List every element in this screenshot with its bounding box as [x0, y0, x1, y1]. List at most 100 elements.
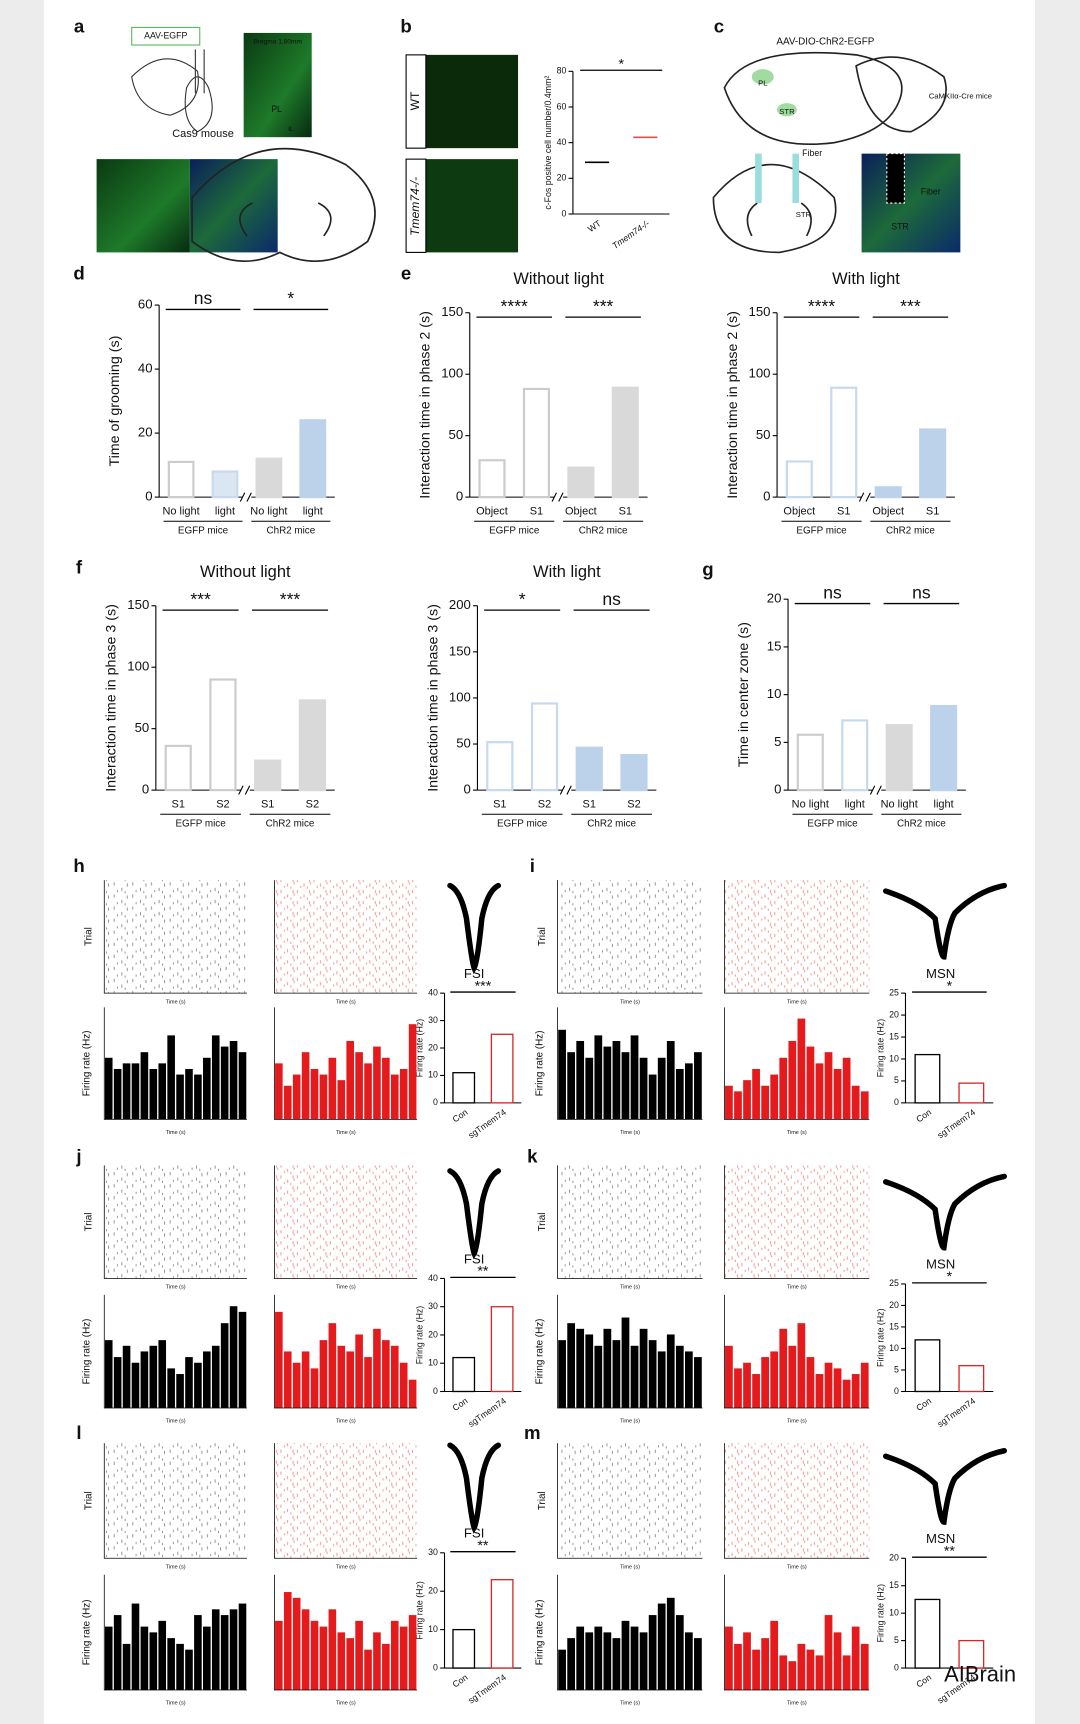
histogram-bar	[567, 1052, 576, 1120]
time-label: Time (s)	[166, 1130, 186, 1136]
significance-label: *	[287, 288, 294, 308]
histogram-bar	[725, 1085, 733, 1120]
x-tick-label: S1	[619, 505, 632, 517]
histogram-bar	[788, 1345, 797, 1408]
x-tick-label: Object	[783, 505, 815, 517]
histogram-bar	[788, 1040, 797, 1120]
histogram-bar	[594, 1035, 603, 1120]
histogram-bar	[734, 1091, 742, 1120]
mouse-label: Cas9 mouse	[172, 128, 234, 140]
time-label: Time (s)	[787, 1701, 807, 1707]
histogram-bar	[603, 1632, 612, 1690]
y-tick-label: 150	[749, 304, 771, 319]
raster	[724, 1165, 870, 1279]
x-tick-label: S1	[261, 798, 274, 810]
panel-letter: k	[527, 1146, 538, 1167]
significance-label: **	[477, 1538, 489, 1554]
significance-label: ns	[194, 288, 213, 308]
time-label: Time (s)	[620, 1701, 640, 1707]
histogram-bar	[779, 1328, 788, 1408]
y-tick-label: 20	[428, 1586, 438, 1596]
raster	[557, 880, 703, 994]
bar	[958, 1365, 985, 1393]
histogram-bar	[113, 1357, 122, 1408]
significance-label: ****	[808, 296, 835, 316]
histogram-bar	[283, 1592, 292, 1690]
significance-label: ***	[900, 296, 921, 316]
y-tick-label: 0	[433, 1386, 438, 1396]
axis-break	[869, 785, 882, 795]
raster-axes	[103, 880, 247, 994]
histogram-bar	[229, 1609, 238, 1690]
histogram-bar	[390, 1620, 399, 1690]
panel-letter: i	[530, 855, 535, 876]
image-ko	[425, 159, 519, 253]
time-label: Time (s)	[336, 1285, 356, 1291]
group-label: EGFP mice	[175, 819, 226, 830]
significance-label: ***	[280, 589, 301, 609]
bar	[299, 419, 327, 499]
histogram-bar	[621, 1317, 630, 1408]
time-label: Time (s)	[787, 1130, 807, 1136]
histogram-bar	[167, 1035, 175, 1120]
histogram-bar	[594, 1345, 603, 1408]
histogram-bar	[851, 1085, 860, 1120]
y-tick-label: 0	[464, 782, 471, 797]
y-tick-label: 10	[889, 1607, 899, 1617]
histogram-bar	[842, 1655, 851, 1690]
time-label: Time (s)	[620, 999, 640, 1005]
histogram-bar	[229, 1306, 238, 1408]
panel-letter: b	[400, 15, 411, 36]
axes	[724, 1574, 870, 1691]
histogram-bar	[355, 1620, 363, 1690]
bar	[914, 1598, 941, 1669]
raster-axes	[274, 1443, 418, 1559]
raster	[274, 880, 418, 994]
raster	[104, 880, 247, 994]
bar	[254, 759, 282, 792]
bar	[167, 460, 195, 499]
trial-label: Trial	[537, 927, 548, 946]
histogram-bar	[860, 1643, 869, 1690]
histogram-bar	[149, 1632, 158, 1690]
x-tick-label: S2	[627, 798, 640, 810]
histogram-bar	[140, 1626, 149, 1690]
axis-break	[562, 786, 572, 794]
histogram-bar	[630, 1035, 639, 1120]
y-tick-label: 40	[138, 361, 153, 376]
bar	[478, 459, 506, 499]
image-fiber	[861, 153, 961, 253]
y-tick-label: 15	[767, 638, 782, 653]
y-tick-label: 20	[557, 173, 567, 183]
panel-letter: d	[73, 262, 84, 283]
significance-label: **	[477, 1264, 489, 1280]
histogram-bar	[203, 1626, 211, 1690]
histogram-bar	[113, 1615, 122, 1690]
histogram-bar	[842, 1379, 851, 1408]
trial-label: Trial	[84, 927, 95, 946]
histogram-bar	[824, 1052, 833, 1120]
significance-label: *	[519, 589, 526, 609]
histogram-bar	[176, 1643, 184, 1690]
y-axis-label: Firing rate (Hz)	[415, 1306, 425, 1365]
y-tick-label: 20	[889, 1300, 899, 1310]
bar	[490, 1306, 514, 1393]
y-tick-label: 200	[449, 597, 471, 612]
y-axis-label: Interaction time in phase 2 (s)	[725, 311, 741, 499]
y-tick-label: 0	[774, 782, 781, 797]
histogram-bar	[743, 1362, 751, 1408]
x-tick-label: S1	[172, 798, 185, 810]
histogram-bar	[666, 1597, 675, 1690]
y-tick-label: 15	[889, 1580, 899, 1590]
y-tick-label: 100	[127, 659, 149, 674]
axes	[557, 1574, 703, 1691]
region-label: PL	[271, 104, 282, 114]
raster-axes	[557, 880, 703, 994]
histogram-bar	[833, 1632, 842, 1690]
trial-label: Trial	[537, 1213, 548, 1232]
histogram-bar	[576, 1328, 585, 1408]
y-axis-label: Firing rate (Hz)	[415, 1581, 425, 1640]
y-axis-label: Interaction time in phase 2 (s)	[418, 311, 434, 499]
histogram-bar	[684, 1632, 693, 1690]
